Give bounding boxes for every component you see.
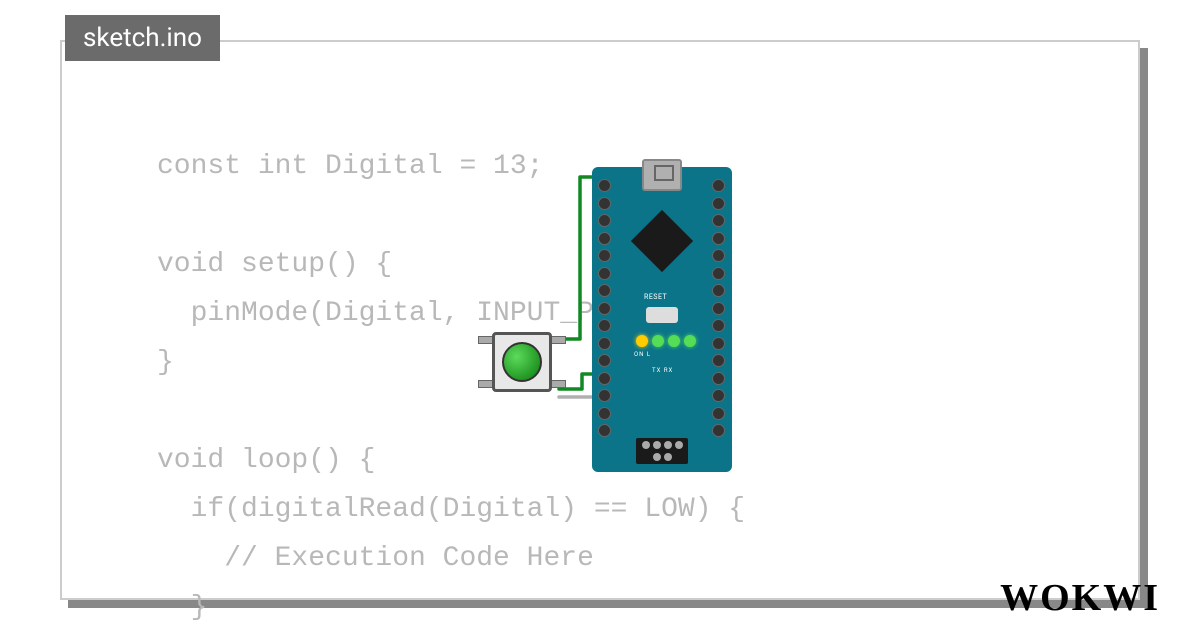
mcu-chip-icon [631,210,693,272]
arduino-nano-board[interactable]: RESET ON L TX RX [592,167,732,472]
usb-port-icon [642,159,682,191]
file-tab[interactable]: sketch.ino [65,15,220,61]
led-rx-icon [684,335,696,347]
led-tx-icon [668,335,680,347]
button-leg-icon [550,380,566,388]
wokwi-logo: WOKWI [1000,576,1160,620]
on-l-label: ON L [634,351,651,358]
button-cap[interactable] [502,342,542,382]
editor-canvas: const int Digital = 13; void setup() { p… [60,40,1140,600]
led-on-icon [636,335,648,347]
reset-label: RESET [644,293,667,301]
status-leds [636,335,696,347]
pin-column-left [598,179,612,437]
button-leg-icon [550,336,566,344]
txrx-label: TX RX [652,367,673,374]
pin-column-right [712,179,726,437]
icsp-header-icon [636,438,688,464]
simulator-area[interactable]: RESET ON L TX RX [482,167,802,467]
pushbutton-component[interactable] [482,322,562,402]
reset-button[interactable] [646,307,678,323]
led-l-icon [652,335,664,347]
